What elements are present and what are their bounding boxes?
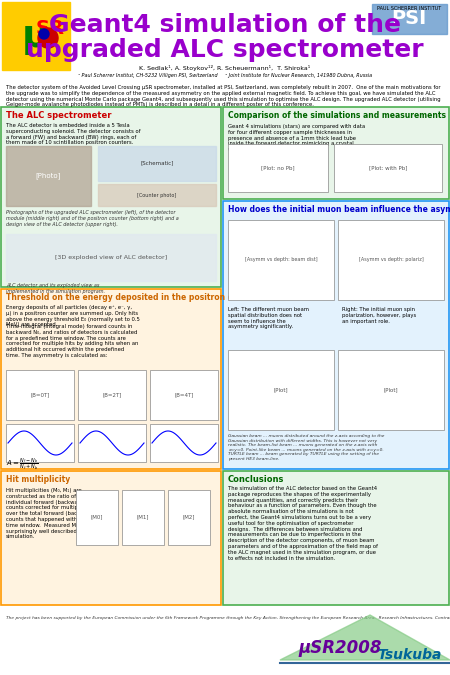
Bar — [78, 424, 146, 462]
Bar — [150, 370, 218, 420]
Text: Left: The different muon beam
spatial distribution does not
seem to influence th: Left: The different muon beam spatial di… — [228, 307, 309, 329]
Text: Tsukuba: Tsukuba — [378, 648, 442, 662]
Text: [3D exploded view of ALC detector]: [3D exploded view of ALC detector] — [55, 256, 167, 261]
Bar — [150, 424, 218, 462]
Bar — [372, 4, 447, 34]
Bar — [6, 370, 74, 420]
Text: PAUL SCHERRER INSTITUT: PAUL SCHERRER INSTITUT — [377, 5, 441, 11]
Text: Geant 4 simulations (stars) are compared with data
for four different copper sam: Geant 4 simulations (stars) are compared… — [228, 124, 365, 152]
Bar — [168, 490, 210, 545]
FancyBboxPatch shape — [223, 471, 449, 605]
Text: The detector system of the Avoided Level Crossing μSR spectrometer, installed at: The detector system of the Avoided Level… — [6, 85, 441, 107]
Bar — [76, 490, 118, 545]
Text: K. Sedlak¹, A. Stoykov¹², R. Scheuermann¹,  T. Shiroka¹: K. Sedlak¹, A. Stoykov¹², R. Scheuermann… — [140, 65, 310, 71]
Text: Right: The initial muon spin
polarization, however, plays
an important role.: Right: The initial muon spin polarizatio… — [342, 307, 416, 323]
FancyBboxPatch shape — [223, 107, 449, 199]
Text: [Schematic]: [Schematic] — [140, 161, 174, 165]
Bar — [6, 424, 74, 462]
Text: ¹ Paul Scherrer Institut, CH-5232 Villigen PSI, Switzerland     ² Joint Institut: ¹ Paul Scherrer Institut, CH-5232 Villig… — [78, 74, 372, 78]
Text: [Plot: with Pb]: [Plot: with Pb] — [369, 165, 407, 171]
Text: Energy deposits of all particles (decay e⁺, e⁻, γ,
μ) in a positron counter are : Energy deposits of all particles (decay … — [6, 305, 140, 327]
Text: [B=2T]: [B=2T] — [102, 392, 122, 398]
Text: upgraded ALC spectrometer: upgraded ALC spectrometer — [26, 38, 424, 62]
Text: [Plot]: [Plot] — [384, 387, 398, 392]
Bar — [98, 184, 216, 206]
Bar — [98, 146, 216, 181]
Circle shape — [38, 28, 58, 48]
Text: The ALC spectrometer: The ALC spectrometer — [6, 111, 112, 119]
Text: The simulation of the ALC detector based on the Geant4
package reproduces the sh: The simulation of the ALC detector based… — [228, 486, 378, 561]
FancyBboxPatch shape — [1, 289, 221, 469]
Text: [Asymm vs depth: beam dist]: [Asymm vs depth: beam dist] — [245, 257, 317, 263]
Bar — [78, 370, 146, 420]
Text: μ: μ — [22, 17, 50, 55]
Text: [M1]: [M1] — [137, 514, 149, 520]
Circle shape — [39, 29, 49, 39]
Bar — [6, 234, 216, 281]
Text: Hit multiplicities (M₀, M₁) are
constructed as the ratio of all
individual forwa: Hit multiplicities (M₀, M₁) are construc… — [6, 488, 101, 539]
Text: Photographs of the upgraded ALC spectrometer (left), of the detector
module (mid: Photographs of the upgraded ALC spectrom… — [6, 210, 179, 227]
Text: [Counter photo]: [Counter photo] — [137, 192, 176, 198]
Text: [M0]: [M0] — [91, 514, 103, 520]
Text: Comparison of the simulations and measurements: Comparison of the simulations and measur… — [228, 111, 446, 119]
Bar — [228, 220, 334, 300]
FancyBboxPatch shape — [1, 107, 221, 287]
Polygon shape — [280, 615, 450, 660]
Text: [Plot]: [Plot] — [274, 387, 288, 392]
Text: Time-integral (integral mode) forward counts in
backward N₀, and ratios of detec: Time-integral (integral mode) forward co… — [6, 324, 139, 358]
Text: [Plot: no Pb]: [Plot: no Pb] — [261, 165, 295, 171]
Text: [Asymm vs depth: polariz]: [Asymm vs depth: polariz] — [359, 257, 423, 263]
FancyBboxPatch shape — [1, 471, 221, 605]
Text: How does the initial muon beam influence the asymmetry?: How does the initial muon beam influence… — [228, 205, 450, 213]
Text: ALC detector and its exploded view as
implemented in the simulation program.: ALC detector and its exploded view as im… — [6, 283, 105, 294]
Text: $A = \frac{N_f - N_b}{N_f + N_b}$: $A = \frac{N_f - N_b}{N_f + N_b}$ — [6, 456, 39, 472]
FancyBboxPatch shape — [223, 201, 449, 469]
Text: Threshold on the energy deposited in the positron counters: Threshold on the energy deposited in the… — [6, 292, 266, 302]
Text: SR: SR — [36, 18, 64, 38]
Text: The project has been supported by the European Commission under the 6th Framewor: The project has been supported by the Eu… — [6, 616, 450, 620]
Text: The ALC detector is embedded inside a 5 Tesla
superconducting solenoid. The dete: The ALC detector is embedded inside a 5 … — [6, 123, 140, 145]
Bar — [334, 144, 442, 192]
Bar — [2, 2, 70, 70]
Text: Hit multiplicity: Hit multiplicity — [6, 475, 70, 483]
Bar — [122, 490, 164, 545]
Text: Conclusions: Conclusions — [228, 475, 284, 483]
Text: μSR2008: μSR2008 — [298, 639, 382, 657]
Text: [M2]: [M2] — [183, 514, 195, 520]
Text: PSI: PSI — [392, 9, 427, 28]
Bar — [6, 146, 91, 206]
Bar — [338, 220, 444, 300]
Text: Gaussian beam ... muons distributed around the z-axis according to the
Gaussian : Gaussian beam ... muons distributed arou… — [228, 434, 384, 461]
Bar — [228, 144, 328, 192]
Text: [B=4T]: [B=4T] — [174, 392, 194, 398]
Text: [B=0T]: [B=0T] — [30, 392, 50, 398]
Text: Geant4 simulation of the: Geant4 simulation of the — [49, 13, 401, 37]
Bar — [228, 350, 334, 430]
Bar — [338, 350, 444, 430]
Text: [Photo]: [Photo] — [35, 173, 61, 180]
